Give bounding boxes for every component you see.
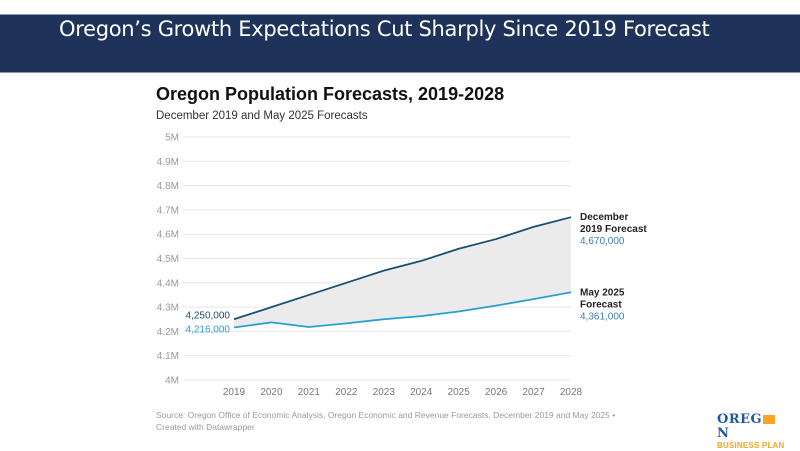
start-value-label: 4,216,000 [186, 325, 231, 336]
end-value-label: 4,361,000 [580, 311, 625, 322]
source-note: Source: Oregon Office of Economic Analys… [156, 409, 656, 433]
logo-text-part-2: N [717, 426, 730, 441]
series-line-may-2025 [233, 291, 572, 329]
series-label: May 2025 [580, 287, 625, 298]
end-value-label: 4,670,000 [580, 236, 625, 247]
x-tick-label: 2023 [373, 387, 396, 398]
x-tick-label: 2021 [298, 387, 321, 398]
oregon-business-plan-logo: OREGN BUSINESS PLAN [717, 413, 787, 451]
chart-subtitle: December 2019 and May 2025 Forecasts [156, 110, 368, 122]
series-line-december-2019 [233, 216, 572, 321]
y-tick-label: 4.7M [157, 205, 179, 216]
logo-text-part-1: OREG [717, 412, 763, 427]
y-tick-label: 4M [165, 376, 179, 387]
x-tick-label: 2020 [260, 387, 283, 398]
header-banner: Oregon’s Growth Expectations Cut Sharply… [0, 14, 800, 73]
x-tick-label: 2025 [448, 387, 471, 398]
chart-title: Oregon Population Forecasts, 2019-2028 [156, 84, 505, 104]
x-tick-label: 2022 [335, 387, 358, 398]
x-tick-label: 2019 [223, 387, 246, 398]
x-tick-label: 2028 [560, 387, 583, 398]
y-tick-label: 4.5M [157, 254, 179, 265]
x-tick-label: 2027 [522, 387, 545, 398]
y-tick-label: 4.8M [157, 181, 179, 192]
series-label: Forecast [580, 299, 622, 310]
start-value-label: 4,250,000 [186, 310, 231, 321]
series-label: December [580, 212, 628, 223]
logo-subtitle: BUSINESS PLAN [717, 441, 785, 450]
y-tick-label: 4.1M [157, 351, 179, 362]
y-tick-label: 5M [165, 133, 179, 144]
area-between-series [234, 217, 571, 328]
y-tick-label: 4.2M [157, 327, 179, 338]
y-tick-label: 4.9M [157, 157, 179, 168]
source-line-2: Created with Datawrapper [156, 422, 255, 432]
x-tick-label: 2026 [485, 387, 508, 398]
oregon-state-icon [763, 415, 776, 424]
series-label: 2019 Forecast [580, 224, 647, 235]
y-tick-label: 4.3M [157, 303, 179, 314]
x-tick-label: 2024 [410, 387, 433, 398]
source-line-1: Source: Oregon Office of Economic Analys… [156, 410, 616, 420]
y-tick-label: 4.6M [157, 230, 179, 241]
y-tick-label: 4.4M [157, 278, 179, 289]
page-title: Oregon’s Growth Expectations Cut Sharply… [59, 17, 710, 41]
